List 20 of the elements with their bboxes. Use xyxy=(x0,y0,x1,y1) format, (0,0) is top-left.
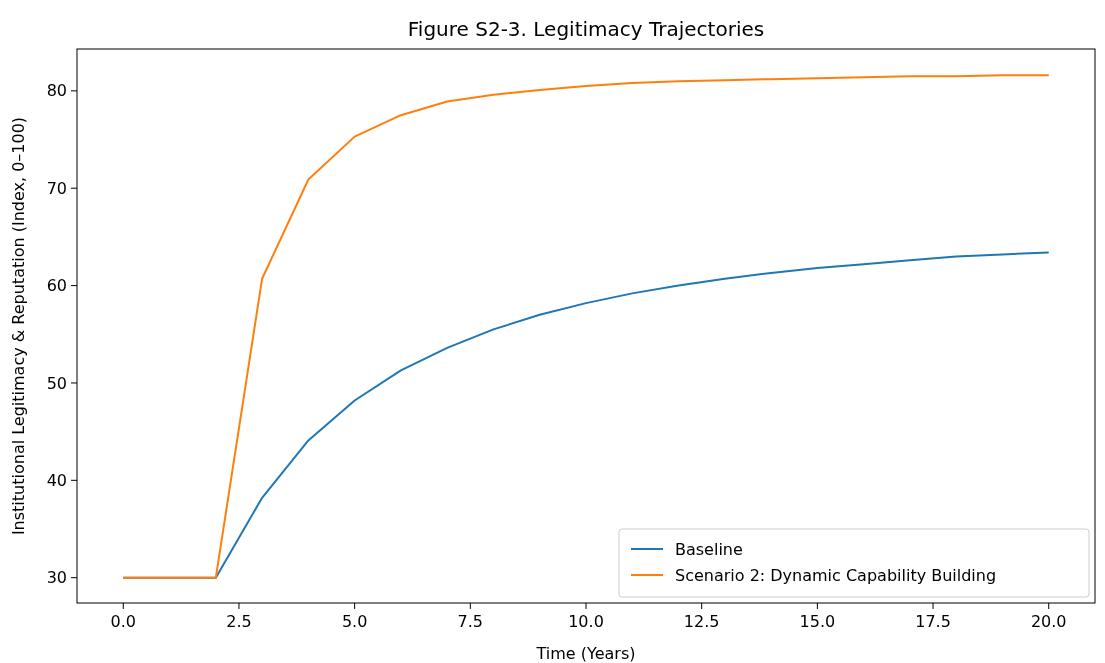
y-tick-label: 70 xyxy=(46,178,67,198)
x-tick-label: 17.5 xyxy=(915,612,951,631)
y-tick-label: 40 xyxy=(46,470,67,490)
y-tick-label: 50 xyxy=(46,373,67,393)
y-axis-title: Institutional Legitimacy & Reputation (Index, 0–100) xyxy=(9,116,28,536)
x-tick-label: 15.0 xyxy=(799,612,836,631)
x-tick-label: 0.0 xyxy=(110,612,136,631)
x-tick-label: 10.0 xyxy=(568,612,604,631)
y-tick-label: 60 xyxy=(46,276,67,296)
legend-label: Scenario 2: Dynamic Capability Building xyxy=(675,565,997,585)
x-tick-label: 7.5 xyxy=(457,612,484,631)
x-tick-label: 12.5 xyxy=(683,612,720,631)
x-tick-label: 5.0 xyxy=(341,612,368,631)
chart-title: Figure S2-3. Legitimacy Trajectories xyxy=(407,17,765,41)
x-tick-label: 20.0 xyxy=(1030,612,1067,631)
y-tick-label: 80 xyxy=(46,81,67,101)
x-axis-title: Time (Years) xyxy=(535,644,636,663)
legend-label: Baseline xyxy=(675,539,743,559)
x-tick-label: 2.5 xyxy=(226,612,252,631)
y-tick-label: 30 xyxy=(46,568,67,588)
